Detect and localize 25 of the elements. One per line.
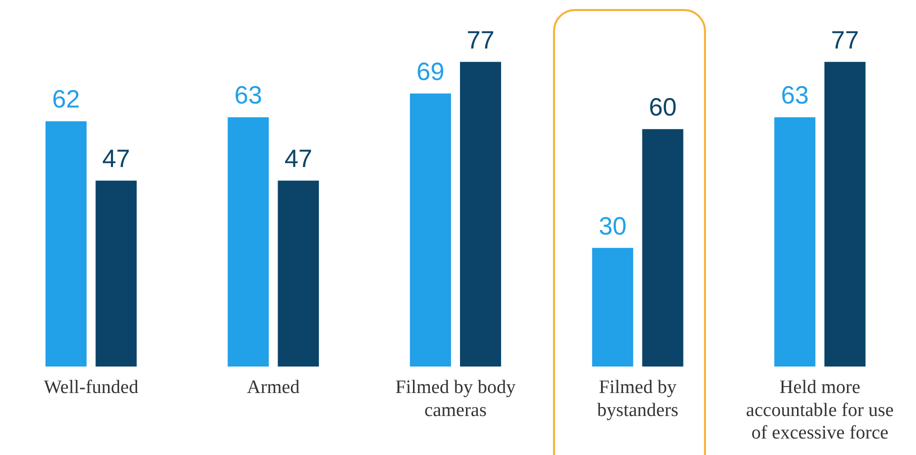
data-label: 77 <box>466 26 494 54</box>
x-tick-label: Well-funded <box>44 376 139 398</box>
data-label: 47 <box>284 144 312 173</box>
data-label: 69 <box>416 58 444 86</box>
data-label: 47 <box>102 144 130 173</box>
bar <box>592 248 634 367</box>
data-label: 63 <box>234 82 262 110</box>
bar <box>410 94 451 367</box>
x-tick-label: Held more accountable for use of excessive force <box>746 376 894 444</box>
x-tick-label: Armed <box>246 376 300 398</box>
bar <box>96 180 137 367</box>
data-label: 63 <box>780 82 809 110</box>
data-label: 77 <box>831 26 859 54</box>
bar <box>460 62 502 367</box>
x-tick-label: Filmed by bystanders <box>597 376 678 421</box>
data-label: 60 <box>648 94 677 122</box>
data-label: 62 <box>52 86 80 114</box>
bar <box>642 129 684 367</box>
x-tick-label: Filmed by body cameras <box>395 376 516 421</box>
bar <box>774 117 816 367</box>
bar <box>228 117 269 367</box>
bar <box>46 121 87 367</box>
data-label: 30 <box>598 212 627 240</box>
bar <box>824 62 866 367</box>
bar <box>278 180 319 367</box>
